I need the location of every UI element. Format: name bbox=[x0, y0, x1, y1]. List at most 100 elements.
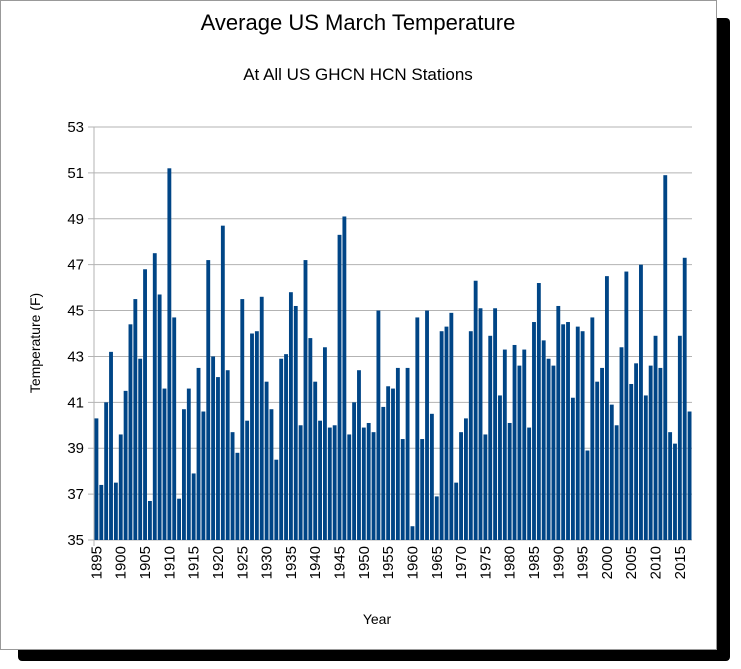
bar-1974 bbox=[478, 308, 483, 540]
bar-1951 bbox=[366, 422, 371, 540]
x-tick-label: 1915 bbox=[186, 546, 203, 579]
x-tick-label: 1955 bbox=[380, 546, 397, 579]
y-tick-label: 47 bbox=[67, 257, 84, 274]
x-axis-label: Year bbox=[363, 611, 392, 627]
bar-1937 bbox=[298, 425, 303, 540]
bar-1996 bbox=[585, 450, 590, 540]
bar-1914 bbox=[186, 388, 191, 540]
bar-2005 bbox=[629, 383, 634, 540]
bar-1936 bbox=[293, 305, 298, 540]
x-tick-label: 2000 bbox=[599, 546, 616, 579]
bar-1967 bbox=[444, 326, 449, 540]
bar-1959 bbox=[405, 367, 410, 540]
bar-1902 bbox=[128, 324, 133, 540]
bar-1921 bbox=[220, 225, 225, 540]
bar-2016 bbox=[682, 257, 687, 540]
y-tick-label: 39 bbox=[67, 440, 84, 457]
bar-1992 bbox=[566, 322, 570, 540]
bar-1912 bbox=[177, 498, 182, 540]
bar-1922 bbox=[225, 370, 230, 540]
bar-1933 bbox=[279, 358, 284, 540]
bar-2011 bbox=[658, 367, 663, 540]
y-tick-label: 43 bbox=[67, 348, 84, 365]
bar-1968 bbox=[449, 312, 454, 540]
bar-1938 bbox=[303, 260, 308, 540]
bar-1926 bbox=[245, 420, 250, 540]
bar-1982 bbox=[517, 365, 522, 540]
y-axis-label: Temperature (F) bbox=[27, 293, 43, 393]
bar-1924 bbox=[235, 452, 240, 540]
bar-1962 bbox=[420, 439, 425, 540]
bar-2010 bbox=[653, 335, 658, 540]
x-tick-label: 1905 bbox=[137, 546, 154, 579]
bar-1964 bbox=[429, 413, 434, 540]
x-tick-label: 1975 bbox=[477, 546, 494, 579]
bar-1901 bbox=[123, 390, 128, 540]
bar-1977 bbox=[493, 308, 498, 540]
y-tick-label: 51 bbox=[67, 165, 84, 182]
bar-1993 bbox=[570, 397, 575, 540]
y-tick-labels: 35 37 39 41 43 45 47 49 51 53 bbox=[67, 119, 84, 549]
bar-1918 bbox=[206, 260, 211, 540]
x-tick-label: 1965 bbox=[429, 546, 446, 579]
bar-1985 bbox=[532, 322, 536, 540]
x-tick-label: 1910 bbox=[161, 546, 178, 579]
bar-2000 bbox=[604, 276, 609, 540]
bar-1931 bbox=[269, 409, 274, 540]
bar-2017 bbox=[687, 411, 692, 540]
bar-2003 bbox=[619, 347, 624, 540]
bar-1990 bbox=[556, 305, 561, 540]
bar-1934 bbox=[284, 354, 288, 540]
bar-1947 bbox=[347, 434, 352, 540]
bar-2006 bbox=[634, 363, 639, 540]
bar-1935 bbox=[288, 292, 293, 540]
bar-1915 bbox=[191, 473, 196, 540]
bar-1970 bbox=[459, 432, 463, 540]
bar-2001 bbox=[609, 404, 614, 540]
x-tick-label: 2010 bbox=[648, 546, 665, 579]
bar-2014 bbox=[673, 443, 677, 540]
bar-1909 bbox=[162, 388, 167, 540]
bar-1975 bbox=[483, 434, 488, 540]
bar-1983 bbox=[522, 349, 527, 540]
bar-1960 bbox=[410, 526, 415, 540]
bar-1930 bbox=[264, 381, 269, 540]
bar-1972 bbox=[468, 331, 473, 540]
bar-1981 bbox=[512, 344, 517, 540]
bar-1958 bbox=[400, 439, 405, 540]
y-tick-label: 49 bbox=[67, 211, 84, 228]
bar-1925 bbox=[240, 299, 245, 540]
y-tick-label: 37 bbox=[67, 486, 84, 503]
bar-1923 bbox=[230, 432, 235, 540]
chart-frame bbox=[0, 0, 717, 650]
x-tick-label: 1970 bbox=[453, 546, 470, 579]
x-tick-label: 1900 bbox=[113, 546, 130, 579]
bar-1944 bbox=[332, 425, 337, 540]
bar-1897 bbox=[104, 402, 109, 540]
bar-1946 bbox=[342, 216, 347, 541]
bar-1976 bbox=[488, 335, 493, 540]
bar-1943 bbox=[327, 427, 332, 540]
bar-1948 bbox=[352, 402, 357, 540]
bar-2004 bbox=[624, 271, 629, 540]
bar-1910 bbox=[167, 168, 172, 541]
bar-2015 bbox=[677, 335, 682, 540]
bar-2009 bbox=[648, 365, 653, 540]
bar-1963 bbox=[425, 310, 429, 540]
x-tick-label: 1930 bbox=[259, 546, 276, 579]
bar-2012 bbox=[663, 175, 668, 540]
x-tick-label: 1945 bbox=[332, 546, 349, 579]
bars bbox=[94, 168, 692, 541]
bar-1928 bbox=[254, 331, 259, 540]
y-tick-label: 45 bbox=[67, 303, 84, 320]
x-tick-label: 2005 bbox=[623, 546, 640, 579]
y-tick-label: 35 bbox=[67, 532, 84, 549]
x-tick-label: 1940 bbox=[307, 546, 324, 579]
bar-1999 bbox=[600, 367, 604, 540]
bar-1911 bbox=[172, 317, 177, 540]
x-tick-label: 1990 bbox=[550, 546, 567, 579]
bar-1913 bbox=[182, 409, 186, 540]
bar-2013 bbox=[668, 432, 673, 540]
bar-1916 bbox=[196, 367, 201, 540]
